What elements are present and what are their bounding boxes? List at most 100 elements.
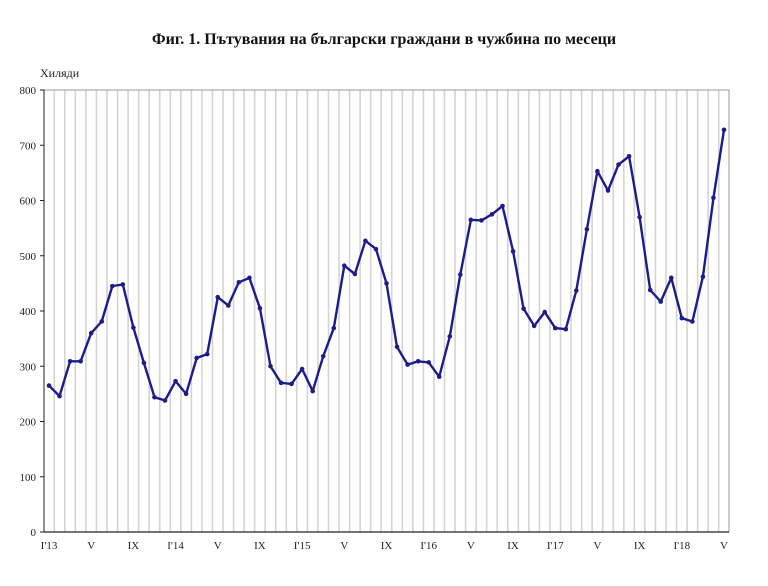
data-point [57, 393, 62, 399]
data-point [194, 355, 199, 361]
x-tick-label: I'14 [167, 540, 184, 552]
data-point [500, 203, 505, 209]
data-point [690, 319, 695, 324]
data-point [711, 195, 716, 201]
data-point [299, 366, 305, 372]
data-point [152, 394, 157, 400]
x-tick-label: I'18 [673, 540, 690, 552]
data-point [384, 281, 389, 286]
x-tick-label: V [87, 540, 95, 552]
data-point [225, 303, 231, 308]
data-point [426, 360, 431, 365]
data-point [521, 306, 526, 312]
data-point [700, 274, 706, 280]
data-point [405, 362, 410, 367]
data-point [605, 188, 611, 193]
x-tick-label: IX [634, 540, 646, 552]
x-tick-label: IX [507, 540, 519, 552]
data-point [310, 388, 315, 394]
data-point [394, 344, 400, 350]
data-point [257, 305, 263, 311]
x-tick-label: IX [128, 540, 140, 552]
data-point [109, 283, 115, 289]
data-point [363, 238, 368, 244]
x-tick-label: I'15 [294, 540, 311, 552]
data-point-markers [46, 127, 727, 403]
data-point [626, 154, 632, 159]
data-point [173, 378, 178, 384]
x-tick-label: V [340, 540, 348, 552]
x-tick-label: I'13 [41, 540, 58, 552]
series-line [48, 129, 726, 402]
x-tick-label: IX [381, 540, 393, 552]
data-point [458, 272, 463, 277]
data-point [236, 279, 242, 285]
x-tick-label: IX [254, 540, 266, 552]
chart-title: Фиг. 1. Пътувания на български граждани … [151, 31, 617, 48]
data-point [447, 334, 453, 339]
data-point [637, 214, 642, 220]
data-point [479, 218, 484, 223]
data-point [88, 330, 94, 336]
data-point [415, 358, 421, 364]
data-point [373, 246, 379, 252]
x-tick-label: I'17 [547, 540, 564, 552]
data-point [489, 212, 495, 217]
data-point [574, 288, 579, 293]
y-tick-label: 200 [20, 417, 37, 429]
data-point [721, 127, 727, 133]
data-point [468, 217, 474, 223]
data-point [289, 381, 294, 387]
y-tick-label: 700 [20, 140, 37, 152]
data-point [542, 309, 548, 315]
data-point [552, 325, 558, 331]
y-axis-label: Хиляди [40, 66, 80, 80]
x-tick-label: V [467, 540, 475, 552]
y-tick-label: 0 [31, 527, 37, 539]
data-point [46, 383, 52, 388]
y-tick-label: 100 [20, 472, 37, 484]
data-point [679, 315, 685, 321]
x-tick-label: I'16 [420, 540, 437, 552]
x-tick-label: V [720, 540, 728, 552]
data-point [584, 226, 590, 232]
data-point [120, 282, 126, 287]
data-point [342, 263, 347, 268]
data-point [204, 351, 210, 357]
data-point [247, 275, 252, 281]
data-point [531, 323, 537, 329]
data-point [668, 275, 674, 281]
y-axis-ticks: 0 100 200 300 400 500 600 700 800 [20, 85, 44, 539]
y-tick-label: 300 [20, 361, 37, 373]
data-point [67, 358, 73, 364]
data-point [563, 326, 569, 332]
data-point [268, 363, 273, 369]
data-point [99, 319, 105, 324]
plot-frame [43, 89, 730, 533]
data-point [658, 299, 664, 304]
data-point [131, 325, 136, 330]
x-axis-ticks: I'13 V IX I'14 V IX I'15 V IX I'16 V IX I'17 V IX I'18 V [41, 540, 728, 552]
data-point [320, 354, 326, 359]
y-tick-label: 400 [20, 306, 37, 318]
data-point [162, 398, 168, 403]
data-point [215, 294, 221, 300]
data-point [647, 287, 653, 293]
data-point [352, 271, 358, 277]
data-point [616, 162, 621, 167]
data-point [510, 249, 516, 254]
data-point [595, 168, 600, 174]
y-tick-label: 600 [20, 196, 37, 208]
data-point [436, 374, 442, 380]
y-tick-label: 800 [20, 85, 37, 97]
data-point [331, 325, 337, 331]
data-point [278, 380, 284, 386]
data-point [183, 391, 189, 397]
data-point [141, 360, 147, 366]
y-tick-label: 500 [20, 251, 37, 263]
x-tick-label: V [214, 540, 222, 552]
data-point [78, 358, 83, 364]
gridlines [53, 90, 720, 532]
x-tick-label: V [593, 540, 601, 552]
